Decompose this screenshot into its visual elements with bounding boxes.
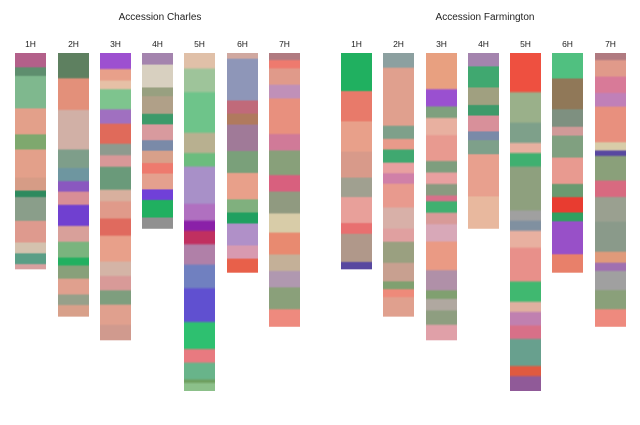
chromosome-bar-5H: [184, 53, 215, 391]
chromosome-label: 6H: [237, 39, 248, 49]
chromosome-bar-4H: [142, 53, 173, 229]
chromosome-label: 2H: [68, 39, 79, 49]
panel-title: Accession Farmington: [436, 12, 535, 23]
panel-accession-farmington: Accession Farmington 1H 2H 3H 4H 5H 6H 7H: [341, 12, 626, 391]
chromosome-label: 7H: [279, 39, 290, 49]
chromosome-label: 1H: [351, 39, 362, 49]
chromosome-label: 3H: [110, 39, 121, 49]
chromosome-bar-3H: [100, 53, 131, 341]
chromosome-bar-2H: [383, 53, 414, 317]
chromosome-bar-6H: [227, 53, 258, 273]
chromosome-label: 3H: [436, 39, 447, 49]
chromosome-bar-5H: [510, 53, 541, 391]
chromosome-label: 4H: [478, 39, 489, 49]
chromosome-bar-7H: [595, 53, 626, 327]
chromosome-bar-6H: [552, 53, 583, 273]
panel-title: Accession Charles: [119, 12, 202, 23]
chromosome-bar-1H: [341, 53, 372, 270]
chromosome-label: 5H: [194, 39, 205, 49]
chromosome-label: 6H: [562, 39, 573, 49]
chromosome-bar-1H: [15, 53, 46, 270]
chromosome-label: 2H: [393, 39, 404, 49]
chromosome-bar-7H: [269, 53, 300, 327]
chromosome-bar-2H: [58, 53, 89, 317]
chromosome-label: 5H: [520, 39, 531, 49]
panel-accession-charles: Accession Charles 1H 2H 3H 4H 5H 6H 7H: [15, 12, 300, 391]
chromosome-bar-3H: [426, 53, 457, 341]
chromosome-bar-4H: [468, 53, 499, 229]
chromosome-label: 1H: [25, 39, 36, 49]
chromosome-label: 7H: [605, 39, 616, 49]
chromosome-label: 4H: [152, 39, 163, 49]
